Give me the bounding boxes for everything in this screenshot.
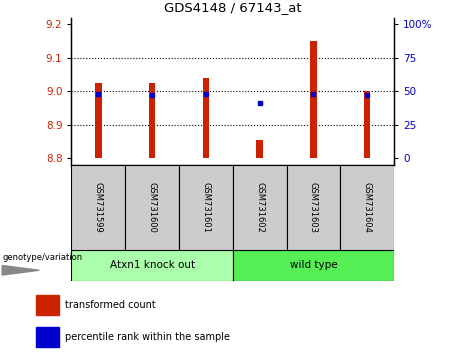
Title: GDS4148 / 67143_at: GDS4148 / 67143_at [164, 1, 301, 14]
Bar [71, 250, 233, 281]
Bar [310, 41, 317, 158]
Polygon shape [2, 266, 39, 275]
Bar [36, 327, 59, 347]
Text: GSM731599: GSM731599 [94, 182, 103, 233]
Bar [71, 165, 125, 250]
Text: GSM731604: GSM731604 [363, 182, 372, 233]
Text: GSM731602: GSM731602 [255, 182, 264, 233]
Text: GSM731601: GSM731601 [201, 182, 210, 233]
Text: genotype/variation: genotype/variation [2, 253, 82, 262]
Text: Atxn1 knock out: Atxn1 knock out [110, 261, 195, 270]
Text: percentile rank within the sample: percentile rank within the sample [65, 332, 230, 342]
Bar [233, 250, 394, 281]
Bar [149, 83, 155, 158]
Bar [203, 78, 209, 158]
Text: GSM731603: GSM731603 [309, 182, 318, 233]
Bar [233, 165, 287, 250]
Bar [364, 91, 371, 158]
Bar [179, 165, 233, 250]
Text: transformed count: transformed count [65, 299, 156, 310]
Text: GSM731600: GSM731600 [148, 182, 157, 233]
Bar [287, 165, 340, 250]
Text: wild type: wild type [290, 261, 337, 270]
Bar [256, 139, 263, 158]
Bar [125, 165, 179, 250]
Bar [340, 165, 394, 250]
Bar [36, 295, 59, 315]
Bar [95, 83, 101, 158]
